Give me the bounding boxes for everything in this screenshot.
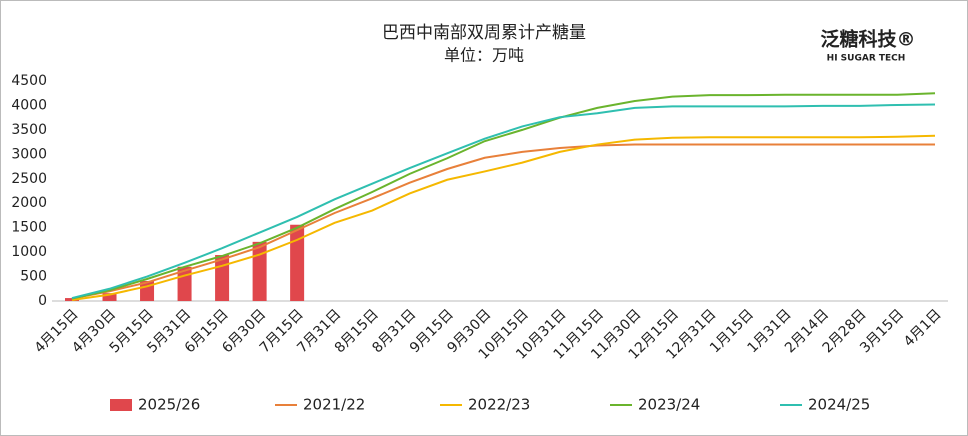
y-tick-label: 1500 bbox=[11, 220, 47, 236]
legend-label: 2025/26 bbox=[138, 396, 200, 414]
line bbox=[71, 134, 936, 302]
y-tick-label: 2000 bbox=[11, 195, 47, 211]
line bbox=[71, 143, 935, 300]
line bbox=[71, 92, 936, 300]
bar bbox=[102, 293, 117, 301]
chart-subtitle: 单位：万吨 bbox=[444, 46, 524, 65]
bar bbox=[290, 224, 305, 301]
legend-label: 2021/22 bbox=[303, 396, 365, 414]
bar bbox=[252, 241, 267, 301]
y-tick-label: 4500 bbox=[11, 73, 47, 89]
y-tick-label: 4000 bbox=[11, 97, 47, 113]
legend-swatch bbox=[110, 399, 132, 411]
y-tick-label: 3000 bbox=[11, 146, 47, 162]
y-tick-label: 2500 bbox=[11, 171, 47, 187]
chart-title: 巴西中南部双周累计产糖量 bbox=[382, 23, 586, 43]
brand-sub: HI SUGAR TECH bbox=[827, 54, 906, 64]
y-tick-label: 500 bbox=[20, 269, 47, 285]
y-tick-label: 3500 bbox=[11, 122, 47, 138]
legend-label: 2023/24 bbox=[638, 396, 700, 414]
line bbox=[71, 103, 936, 300]
y-tick-label: 1000 bbox=[11, 244, 47, 260]
legend-label: 2024/25 bbox=[808, 396, 870, 414]
brand: 泛糖科技® bbox=[820, 28, 915, 51]
y-tick-label: 0 bbox=[38, 293, 47, 309]
legend-label: 2022/23 bbox=[468, 396, 530, 414]
